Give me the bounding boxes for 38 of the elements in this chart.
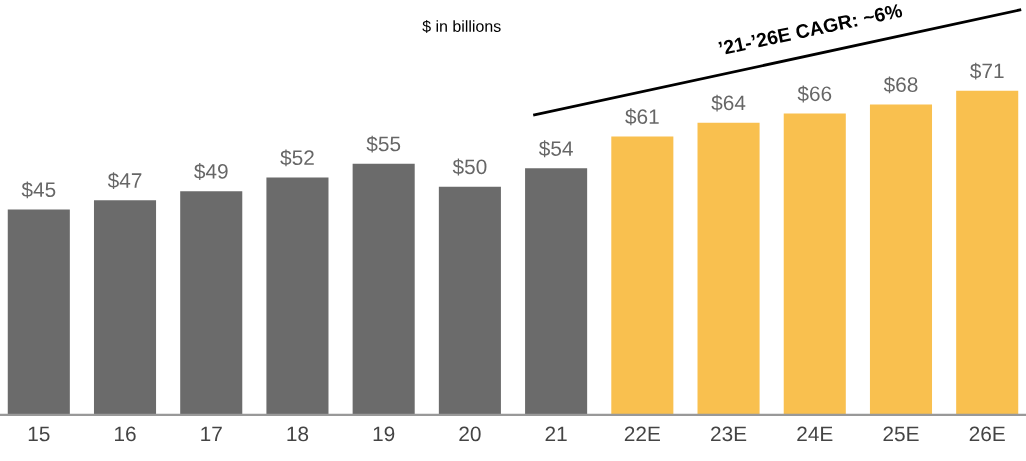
chart-subtitle: $ in billions [422,19,501,33]
data-label: $49 [194,163,228,180]
bar [783,113,846,415]
data-label: $52 [280,149,314,167]
x-tick-label: 15 [28,426,50,442]
bar [611,136,674,415]
bar [525,168,588,415]
x-tick-label: 19 [373,426,395,442]
data-label: $50 [452,158,487,176]
bar [697,122,760,415]
x-tick-label: 21 [545,426,567,442]
data-label: $68 [883,76,918,94]
bar [956,90,1019,415]
bar [438,186,501,415]
bar [180,191,243,415]
bar [352,163,415,415]
data-label: $71 [970,62,1004,80]
x-tick-label: 26E [969,426,1005,442]
data-label: $55 [366,135,401,153]
x-tick-label: 22E [624,426,660,442]
bar [869,104,933,415]
data-label: $64 [711,94,746,112]
data-label: $54 [538,140,573,158]
x-tick-label: 16 [115,426,136,442]
data-label: $45 [21,181,56,199]
x-tick-label: 25E [883,426,919,442]
data-label: $61 [625,108,659,126]
x-tick-label: 17 [201,426,222,442]
x-tick-label: 18 [287,426,309,442]
x-tick-label: 23E [711,426,747,442]
bar [93,200,157,415]
data-label: $66 [797,85,832,103]
data-label: $47 [107,172,142,190]
bar [266,177,329,415]
x-tick-label: 24E [797,426,833,442]
text: ’21-’26E CAGR: ~6% [718,3,903,56]
bar [7,209,70,415]
x-tick-label: 20 [459,426,481,442]
